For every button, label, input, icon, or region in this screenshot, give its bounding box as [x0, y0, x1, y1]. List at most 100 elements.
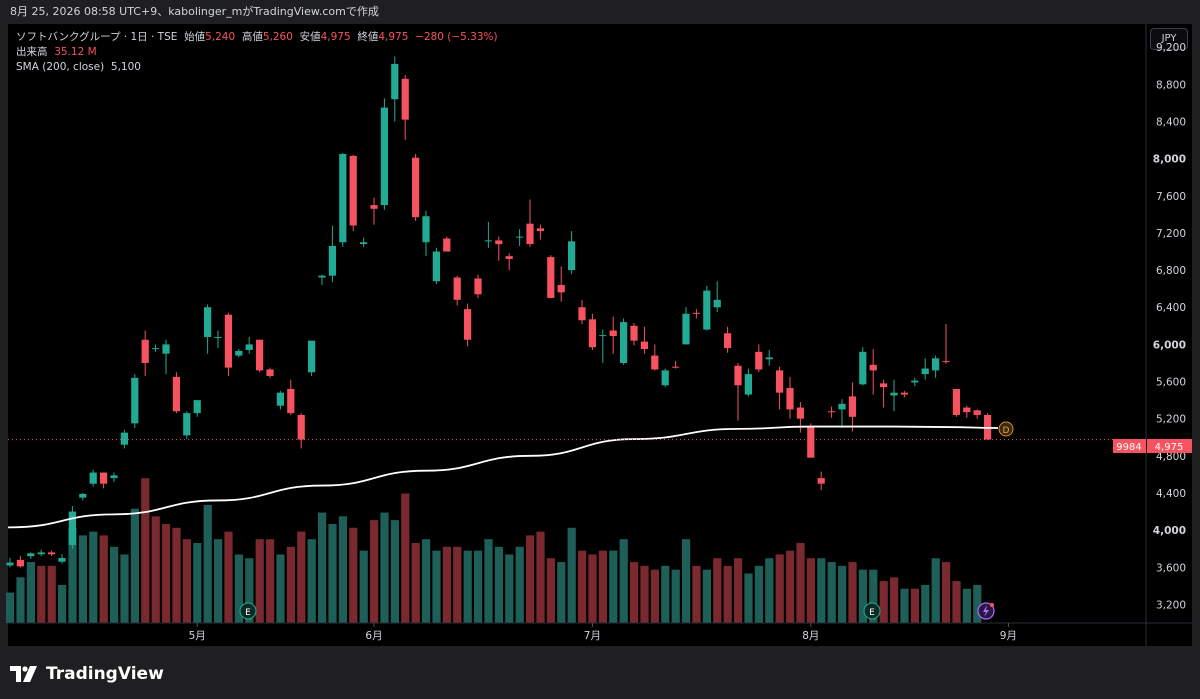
- candle: [370, 197, 378, 225]
- price-tag: 9984 4,975: [1113, 439, 1192, 453]
- candle-body: [152, 348, 160, 350]
- volume-bar: [359, 550, 368, 623]
- volume-bar: [338, 516, 347, 623]
- candle: [620, 318, 628, 365]
- tradingview-logo-icon: [10, 666, 37, 682]
- candle: [131, 374, 139, 428]
- y-tick-label: 6,000: [1153, 339, 1186, 351]
- candle-body: [287, 388, 295, 414]
- candle-body: [37, 552, 45, 555]
- volume-bar: [162, 523, 171, 623]
- volume-bar: [151, 516, 160, 623]
- sma-legend[interactable]: SMA (200, close) 5,100: [16, 60, 498, 75]
- candle: [308, 340, 316, 376]
- volume-bar: [775, 554, 784, 623]
- candle-body: [880, 383, 888, 388]
- volume-bar: [255, 539, 264, 623]
- volume-bar: [630, 562, 639, 623]
- volume-bar: [214, 539, 223, 623]
- earnings-marker-1[interactable]: E: [239, 602, 257, 620]
- candle: [183, 411, 191, 440]
- volume-bar: [505, 554, 514, 623]
- time-axis[interactable]: 5月 6月 7月 8月 9月: [189, 623, 1017, 642]
- volume-bar: [276, 554, 285, 623]
- candle-body: [380, 107, 388, 206]
- volume-bar: [942, 562, 951, 623]
- candle-body: [942, 361, 950, 363]
- volume-bar: [786, 550, 795, 623]
- candle-body: [900, 392, 908, 395]
- candle-body: [911, 380, 919, 383]
- candle: [141, 330, 149, 376]
- candle: [599, 329, 607, 363]
- candle: [661, 368, 669, 388]
- candle-body: [568, 241, 576, 271]
- y-tick-label: 5,600: [1156, 377, 1186, 389]
- candle-body: [776, 370, 784, 393]
- candle: [755, 344, 763, 373]
- candle-body: [672, 366, 680, 368]
- candle-body: [474, 278, 482, 295]
- volume-bar: [370, 520, 379, 623]
- candle: [6, 557, 14, 568]
- candle: [557, 266, 565, 302]
- x-tick-label: 6月: [365, 630, 382, 642]
- candle: [828, 406, 836, 418]
- candle-body: [620, 322, 628, 363]
- candle: [422, 210, 430, 257]
- volume-bar: [68, 527, 77, 623]
- candle: [27, 552, 35, 559]
- volume-bar: [266, 539, 275, 623]
- candle: [859, 347, 867, 386]
- candles: [6, 56, 992, 568]
- candle-body: [869, 364, 877, 371]
- high-label: 高値: [241, 31, 263, 43]
- candle-body: [588, 319, 596, 348]
- volume-bar: [858, 569, 867, 623]
- candle-body: [692, 312, 700, 314]
- lightning-icon[interactable]: [977, 602, 995, 620]
- volume-bar: [318, 512, 327, 623]
- candle: [110, 472, 118, 482]
- volume-bar: [526, 535, 535, 623]
- volume-bar: [671, 569, 680, 623]
- candle-body: [443, 238, 451, 252]
- close-label: 終値: [357, 31, 379, 43]
- candle-body: [100, 472, 108, 484]
- candle-body: [401, 78, 409, 120]
- candle: [193, 400, 201, 417]
- top-bar: 8月 25, 2026 08:58 UTC+9、kabolinger_mがTra…: [0, 0, 1200, 24]
- candle: [432, 247, 440, 285]
- candle-body: [224, 314, 232, 368]
- candle: [412, 154, 420, 221]
- candle-body: [536, 228, 544, 232]
- y-tick-label: 8,800: [1156, 79, 1186, 91]
- candle: [204, 304, 212, 354]
- volume-bar: [463, 550, 472, 623]
- candle-body: [526, 223, 534, 245]
- dividend-marker[interactable]: D: [998, 421, 1014, 437]
- currency-button[interactable]: JPY: [1150, 28, 1188, 50]
- tradingview-logo[interactable]: TradingView: [10, 663, 164, 685]
- earnings-marker-2[interactable]: E: [863, 602, 881, 620]
- candle-body: [848, 396, 856, 417]
- candle-body: [651, 355, 659, 370]
- price-axis[interactable]: 3,200 3,600 4,000 4,400 4,800 5,200 5,600 6,000…: [1153, 42, 1186, 611]
- candle: [516, 229, 524, 246]
- volume-bar: [682, 539, 691, 623]
- candle: [765, 349, 773, 366]
- volume-bar: [349, 527, 358, 623]
- volume-bar: [744, 573, 753, 623]
- candle: [817, 471, 825, 491]
- candle: [380, 98, 388, 210]
- sma-label: SMA (200, close): [16, 61, 105, 73]
- symbol-name[interactable]: ソフトバンクグループ · 1日 · TSE: [16, 31, 178, 43]
- candle: [37, 549, 45, 557]
- candle-body: [256, 339, 264, 371]
- candle-body: [391, 63, 399, 100]
- candle-body: [58, 557, 66, 562]
- candle: [713, 281, 721, 312]
- candle: [547, 255, 555, 298]
- candle: [973, 409, 981, 419]
- candle: [734, 362, 742, 421]
